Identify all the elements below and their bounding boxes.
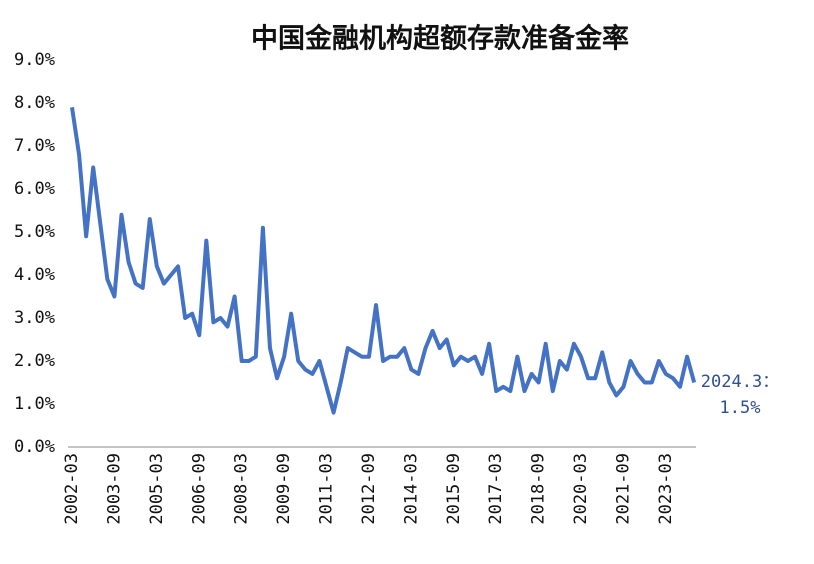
x-tick-label: 2018-09 [529, 453, 549, 525]
annotation: 1.5% [720, 398, 761, 418]
x-tick-label: 2014-03 [401, 453, 421, 525]
y-tick-label: 4.0% [14, 265, 55, 285]
chart-title: 中国金融机构超额存款准备金率 [251, 23, 629, 55]
y-tick-label: 5.0% [14, 222, 55, 242]
y-tick-label: 8.0% [14, 93, 55, 113]
x-tick-label: 2005-03 [147, 453, 167, 525]
x-tick-label: 2002-03 [62, 453, 82, 525]
y-tick-label: 2.0% [14, 351, 55, 371]
x-tick-label: 2008-03 [232, 453, 252, 525]
y-tick-label: 7.0% [14, 136, 55, 156]
x-tick-label: 2021-09 [613, 453, 633, 525]
x-tick-label: 2009-09 [274, 453, 294, 525]
y-tick-label: 9.0% [14, 50, 55, 70]
x-tick-label: 2011-03 [317, 453, 337, 525]
y-tick-label: 6.0% [14, 179, 55, 199]
y-tick-label: 1.0% [14, 394, 55, 414]
annotation: 2024.3： [701, 372, 779, 392]
x-tick-label: 2006-09 [189, 453, 209, 525]
x-tick-label: 2015-09 [444, 453, 464, 525]
x-tick-label: 2012-09 [359, 453, 379, 525]
y-tick-label: 0.0% [14, 437, 55, 457]
x-tick-label: 2023-03 [656, 453, 676, 525]
x-tick-label: 2003-09 [104, 453, 124, 525]
data-line [70, 107, 697, 415]
x-tick-label: 2020-03 [571, 453, 591, 525]
y-tick-label: 3.0% [14, 308, 55, 328]
x-tick-label: 2017-03 [486, 453, 506, 525]
